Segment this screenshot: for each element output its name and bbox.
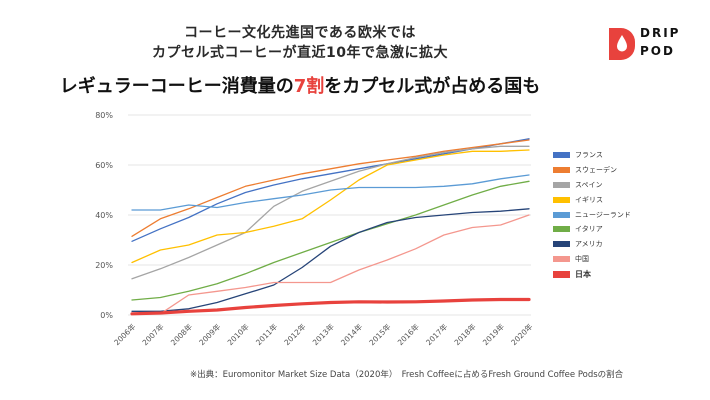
y-axis-ticks: 0% 20% 40% 60% 80% — [95, 111, 113, 320]
legend-label: 日本 — [575, 270, 591, 280]
x-tick-label: 2009年 — [197, 321, 223, 347]
x-tick-label: 2010年 — [225, 321, 251, 347]
y-tick-label: 20% — [95, 261, 113, 270]
series-lines — [130, 138, 531, 316]
legend-swatch — [553, 196, 570, 203]
drop-icon — [609, 28, 635, 60]
y-tick-label: 0% — [100, 311, 113, 320]
y-tick-label: 40% — [95, 211, 113, 220]
legend-label: イギリス — [575, 195, 603, 204]
source-note: ※出典：Euromonitor Market Size Data（2020年） … — [190, 370, 624, 380]
x-tick-label: 2020年 — [509, 321, 535, 347]
x-tick-label: 2013年 — [310, 321, 336, 347]
legend-label: 中国 — [575, 255, 589, 264]
x-tick-label: 2011年 — [253, 321, 279, 347]
x-tick-label: 2018年 — [452, 321, 478, 347]
legend-label: ニュージーランド — [575, 210, 631, 219]
legend-swatch — [553, 241, 570, 248]
x-tick-label: 2012年 — [282, 321, 308, 347]
x-tick-label: 2017年 — [423, 321, 449, 347]
x-tick-label: 2014年 — [338, 321, 364, 347]
y-tick-label: 80% — [95, 111, 113, 120]
legend-swatch — [553, 211, 570, 218]
series-line-3 — [131, 149, 530, 264]
legend-swatch — [553, 152, 570, 158]
legend-label: スペイン — [575, 180, 603, 189]
series-line-1 — [131, 139, 530, 237]
headline-line3-post: をカプセル式が占める国も — [324, 76, 541, 97]
series-line-6 — [131, 208, 530, 312]
x-tick-label: 2015年 — [367, 321, 393, 347]
legend-swatch — [553, 256, 570, 263]
legend-swatch — [553, 166, 570, 173]
drip-pod-logo — [609, 28, 635, 60]
legend-label: イタリア — [575, 225, 603, 234]
x-tick-label: 2019年 — [480, 321, 506, 347]
legend-swatch — [553, 181, 570, 188]
legend-label: フランス — [575, 151, 603, 159]
logo-text-pod: POD — [640, 44, 675, 58]
x-tick-label: 2008年 — [168, 321, 194, 347]
headline-line3-pre: レギュラーコーヒー消費量の — [59, 76, 294, 97]
headline-line2: カプセル式コーヒーが直近10年で急激に拡大 — [152, 45, 448, 61]
x-axis-ticks: 2006年 2007年 2008年 2009年 2010年 2011年 2012年 2013年… — [112, 321, 535, 347]
x-tick-label: 2007年 — [140, 321, 166, 347]
grid-lines — [128, 114, 531, 316]
series-line-7 — [131, 214, 530, 315]
series-line-8 — [130, 297, 531, 316]
series-line-2 — [131, 145, 530, 280]
legend-label: アメリカ — [575, 240, 603, 249]
series-line-5 — [131, 180, 530, 301]
headline-line3-highlight: 7割 — [293, 76, 325, 97]
line-chart: 0% 20% 40% 60% 80% 2006年 2007年 2008年 2009年 2010年… — [95, 111, 535, 347]
legend-label: スウェーデン — [575, 165, 617, 174]
series-line-4 — [131, 174, 530, 211]
legend-swatch — [553, 226, 570, 233]
legend-swatch — [553, 271, 570, 279]
headline-line1: コーヒー文化先進国である欧米では — [184, 25, 416, 41]
x-tick-label: 2006年 — [112, 321, 138, 347]
logo-text-drip: DRIP — [640, 26, 681, 40]
y-tick-label: 60% — [95, 161, 113, 170]
x-tick-label: 2016年 — [395, 321, 421, 347]
headline-line3: レギュラーコーヒー消費量の7割をカプセル式が占める国も — [0, 72, 600, 98]
